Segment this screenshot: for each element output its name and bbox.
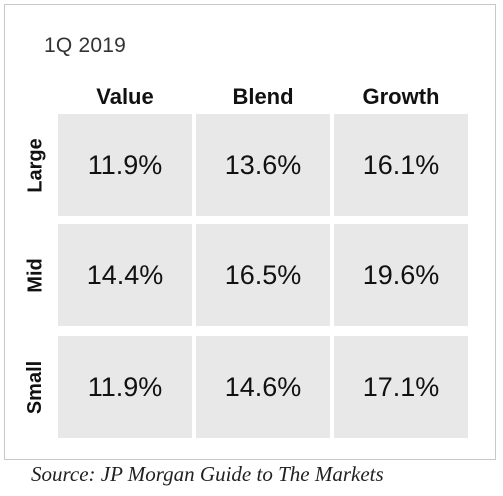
cell-large-value: 11.9% <box>58 114 192 216</box>
cell-small-growth: 17.1% <box>334 336 468 438</box>
cell-mid-blend: 16.5% <box>196 224 330 326</box>
row-header-large: Large <box>22 114 50 216</box>
cell-large-growth: 16.1% <box>334 114 468 216</box>
row-label-small: Small <box>24 360 47 414</box>
row-label-mid: Mid <box>24 257 47 293</box>
source-caption: Source: JP Morgan Guide to The Markets <box>31 462 384 486</box>
column-header-growth: Growth <box>362 84 440 109</box>
chart-title: 1Q 2019 <box>44 34 126 57</box>
cell-large-blend: 13.6% <box>196 114 330 216</box>
row-header-small: Small <box>22 336 50 438</box>
cell-small-blend: 14.6% <box>196 336 330 438</box>
row-label-large: Large <box>24 137 47 193</box>
cell-mid-growth: 19.6% <box>334 224 468 326</box>
column-header-blend: Blend <box>232 84 294 109</box>
cell-small-value: 11.9% <box>58 336 192 438</box>
row-header-mid: Mid <box>22 224 50 326</box>
column-header-value: Value <box>96 84 154 109</box>
cell-mid-value: 14.4% <box>58 224 192 326</box>
